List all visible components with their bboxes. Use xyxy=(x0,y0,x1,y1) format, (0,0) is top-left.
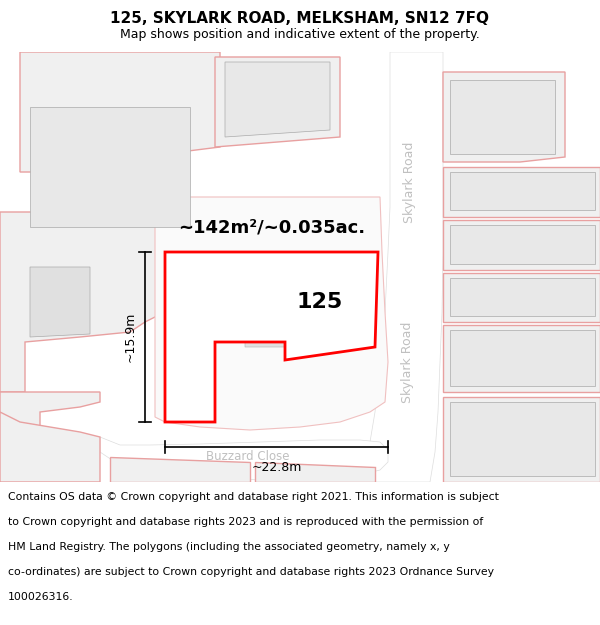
Polygon shape xyxy=(20,52,220,172)
Text: HM Land Registry. The polygons (including the associated geometry, namely x, y: HM Land Registry. The polygons (includin… xyxy=(8,542,449,552)
Polygon shape xyxy=(245,259,372,352)
Polygon shape xyxy=(450,225,595,264)
Polygon shape xyxy=(165,252,378,422)
Text: Contains OS data © Crown copyright and database right 2021. This information is : Contains OS data © Crown copyright and d… xyxy=(8,492,499,502)
Polygon shape xyxy=(443,72,565,162)
Polygon shape xyxy=(443,325,600,392)
Polygon shape xyxy=(30,107,190,227)
Polygon shape xyxy=(450,278,595,316)
Text: co-ordinates) are subject to Crown copyright and database rights 2023 Ordnance S: co-ordinates) are subject to Crown copyr… xyxy=(8,567,494,577)
Polygon shape xyxy=(360,52,443,482)
Polygon shape xyxy=(30,267,90,337)
Text: Map shows position and indicative extent of the property.: Map shows position and indicative extent… xyxy=(120,28,480,41)
Polygon shape xyxy=(155,197,388,430)
Polygon shape xyxy=(0,212,165,392)
Polygon shape xyxy=(443,167,600,217)
Polygon shape xyxy=(100,437,388,480)
Polygon shape xyxy=(215,57,340,147)
Text: 125, SKYLARK ROAD, MELKSHAM, SN12 7FQ: 125, SKYLARK ROAD, MELKSHAM, SN12 7FQ xyxy=(110,11,490,26)
Polygon shape xyxy=(450,402,595,476)
Text: Buzzard Close: Buzzard Close xyxy=(206,451,290,464)
Text: 125: 125 xyxy=(297,292,343,312)
Text: Skylark Road: Skylark Road xyxy=(404,141,416,222)
Polygon shape xyxy=(443,220,600,270)
Text: to Crown copyright and database rights 2023 and is reproduced with the permissio: to Crown copyright and database rights 2… xyxy=(8,517,483,527)
Text: Skylark Road: Skylark Road xyxy=(401,321,415,402)
Polygon shape xyxy=(443,397,600,482)
Polygon shape xyxy=(0,392,100,472)
Text: 100026316.: 100026316. xyxy=(8,592,73,602)
Text: ~15.9m: ~15.9m xyxy=(124,312,137,362)
Polygon shape xyxy=(450,330,595,386)
Text: ~142m²/~0.035ac.: ~142m²/~0.035ac. xyxy=(178,218,365,236)
Polygon shape xyxy=(450,80,555,154)
Polygon shape xyxy=(110,457,250,482)
Text: ~22.8m: ~22.8m xyxy=(251,461,302,474)
Polygon shape xyxy=(450,172,595,210)
Polygon shape xyxy=(255,462,375,482)
Polygon shape xyxy=(0,412,100,482)
Polygon shape xyxy=(225,62,330,137)
Polygon shape xyxy=(443,273,600,322)
